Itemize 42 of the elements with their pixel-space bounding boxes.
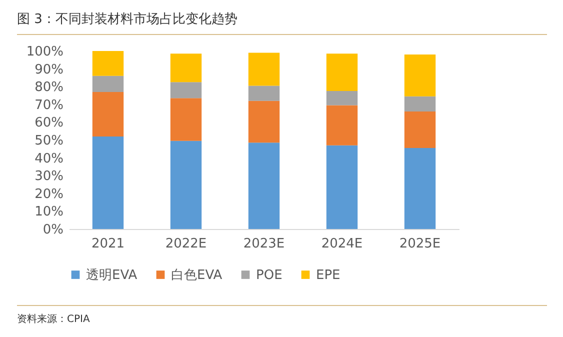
bar (248, 86, 280, 101)
y-tick-label: 90% (34, 62, 64, 78)
bar (248, 100, 280, 143)
bar (404, 148, 436, 229)
bar (92, 76, 124, 92)
bar (170, 82, 202, 98)
bar (92, 92, 124, 136)
bar (248, 142, 280, 229)
x-tick-label: 2022E (165, 236, 207, 252)
bar (404, 54, 436, 96)
y-tick-label: 50% (34, 134, 64, 148)
bar (170, 140, 202, 229)
bar (92, 51, 124, 76)
bar (404, 96, 436, 112)
bar (170, 98, 202, 141)
y-tick-label: 60% (34, 116, 64, 131)
bar (404, 112, 436, 148)
y-tick-label: 100% (26, 44, 64, 60)
legend-label: POE (256, 268, 282, 283)
y-tick-label: 80% (34, 80, 64, 96)
bar (248, 52, 280, 86)
bar (326, 54, 358, 92)
legend-label: EPE (316, 268, 340, 283)
y-tick-label: 20% (34, 186, 64, 202)
bar (92, 136, 124, 229)
bar (326, 145, 358, 229)
legend-label: 透明EVA (86, 268, 138, 283)
bar (326, 105, 358, 146)
x-tick-label: 2023E (243, 236, 285, 252)
chart-title: 图 3：不同封装材料市场占比变化趋势 (17, 10, 547, 35)
legend-label: 白色EVA (171, 268, 222, 283)
y-tick-label: 40% (34, 151, 64, 166)
bar (326, 91, 358, 106)
y-tick-label: 0% (42, 222, 64, 238)
x-tick-label: 2025E (399, 236, 441, 252)
y-tick-label: 30% (34, 169, 64, 184)
x-tick-label: 2021 (91, 236, 125, 252)
bar (170, 54, 202, 82)
text: 资料来源：CPIA (17, 305, 547, 326)
x-tick-label: 2024E (321, 236, 363, 252)
y-tick-label: 70% (34, 98, 64, 113)
y-tick-label: 10% (34, 204, 64, 220)
